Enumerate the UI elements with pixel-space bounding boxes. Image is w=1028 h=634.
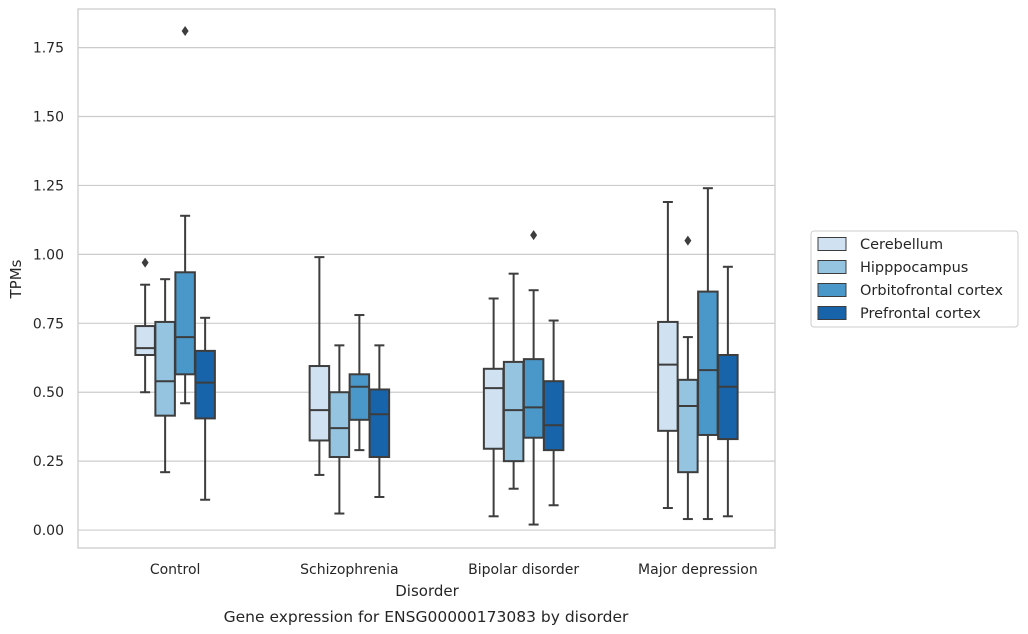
legend-swatch xyxy=(817,283,847,297)
legend-label: Orbitofrontal cortex xyxy=(860,283,1003,299)
box-cerebellum xyxy=(657,200,679,510)
box-prefrontal-cortex xyxy=(368,344,391,498)
legend-label: Hipppocampus xyxy=(860,260,968,276)
box-orbitofrontal-cortex xyxy=(522,230,545,526)
box-iqr xyxy=(154,320,176,417)
outlier-point xyxy=(141,257,149,268)
box-iqr xyxy=(482,367,505,450)
x-tick-label: Control xyxy=(150,562,201,578)
box-iqr xyxy=(657,320,679,432)
box-iqr xyxy=(328,391,351,459)
box-hipppocampus xyxy=(502,272,525,490)
box-iqr xyxy=(348,373,371,421)
y-tick-label: 0.25 xyxy=(33,454,64,470)
y-tick-label: 1.50 xyxy=(33,110,64,126)
box-orbitofrontal-cortex xyxy=(174,26,196,405)
x-axis-label: Disorder xyxy=(395,582,459,600)
y-tick-label: 1.25 xyxy=(33,178,64,194)
box-iqr xyxy=(368,388,391,459)
plot-area-frame xyxy=(77,8,776,549)
box-iqr xyxy=(134,325,156,357)
outlier-point xyxy=(684,235,692,246)
legend: Cerebellum Hipppocampus Orbitofrontal cort… xyxy=(810,230,1019,328)
figure-caption: Gene expression for ENSG00000173083 by d… xyxy=(224,608,629,626)
box-prefrontal-cortex xyxy=(717,265,739,518)
x-tick-label: Major depression xyxy=(638,562,758,578)
outlier-point xyxy=(181,26,189,37)
box-iqr xyxy=(174,271,196,376)
legend-frame xyxy=(810,230,1019,328)
legend-items: Cerebellum Hipppocampus Orbitofrontal cort… xyxy=(817,237,1003,322)
y-tick-label: 1.75 xyxy=(33,41,64,57)
y-axis-label: TPMs xyxy=(7,259,25,299)
box-orbitofrontal-cortex xyxy=(697,187,719,521)
box-iqr xyxy=(697,290,719,436)
box-iqr xyxy=(542,380,565,452)
box-iqr xyxy=(308,365,331,442)
box-prefrontal-cortex xyxy=(542,319,565,507)
y-tick-labels: 0.00 0.25 0.50 0.75 1.00 1.25 1.50 1.75 xyxy=(33,41,64,539)
box-hipppocampus xyxy=(677,235,699,521)
legend-label: Prefrontal cortex xyxy=(860,306,981,322)
legend-label: Cerebellum xyxy=(860,237,943,253)
y-tick-label: 0.50 xyxy=(33,385,64,401)
box-iqr xyxy=(677,378,699,474)
y-tick-label: 1.00 xyxy=(33,247,64,263)
box-cerebellum xyxy=(134,257,156,394)
box-iqr xyxy=(522,358,545,439)
box-iqr xyxy=(502,360,525,463)
legend-swatch xyxy=(817,237,847,251)
x-tick-label: Schizophrenia xyxy=(300,562,398,578)
box-hipppocampus xyxy=(154,278,176,474)
box-hipppocampus xyxy=(328,344,351,515)
outlier-point xyxy=(530,230,538,241)
y-tick-label: 0.75 xyxy=(33,316,64,332)
x-tick-labels: Control Schizophrenia Bipolar disorder Majo… xyxy=(150,562,758,578)
legend-swatch xyxy=(817,306,847,320)
y-tick-label: 0.00 xyxy=(33,523,64,539)
box-cerebellum xyxy=(308,256,331,476)
x-tick-label: Bipolar disorder xyxy=(468,562,579,578)
box-orbitofrontal-cortex xyxy=(348,314,371,452)
box-prefrontal-cortex xyxy=(194,316,216,501)
legend-swatch xyxy=(817,260,847,274)
box-iqr xyxy=(717,354,739,441)
box-iqr xyxy=(194,349,216,420)
boxes xyxy=(134,26,739,526)
box-cerebellum xyxy=(482,297,505,518)
